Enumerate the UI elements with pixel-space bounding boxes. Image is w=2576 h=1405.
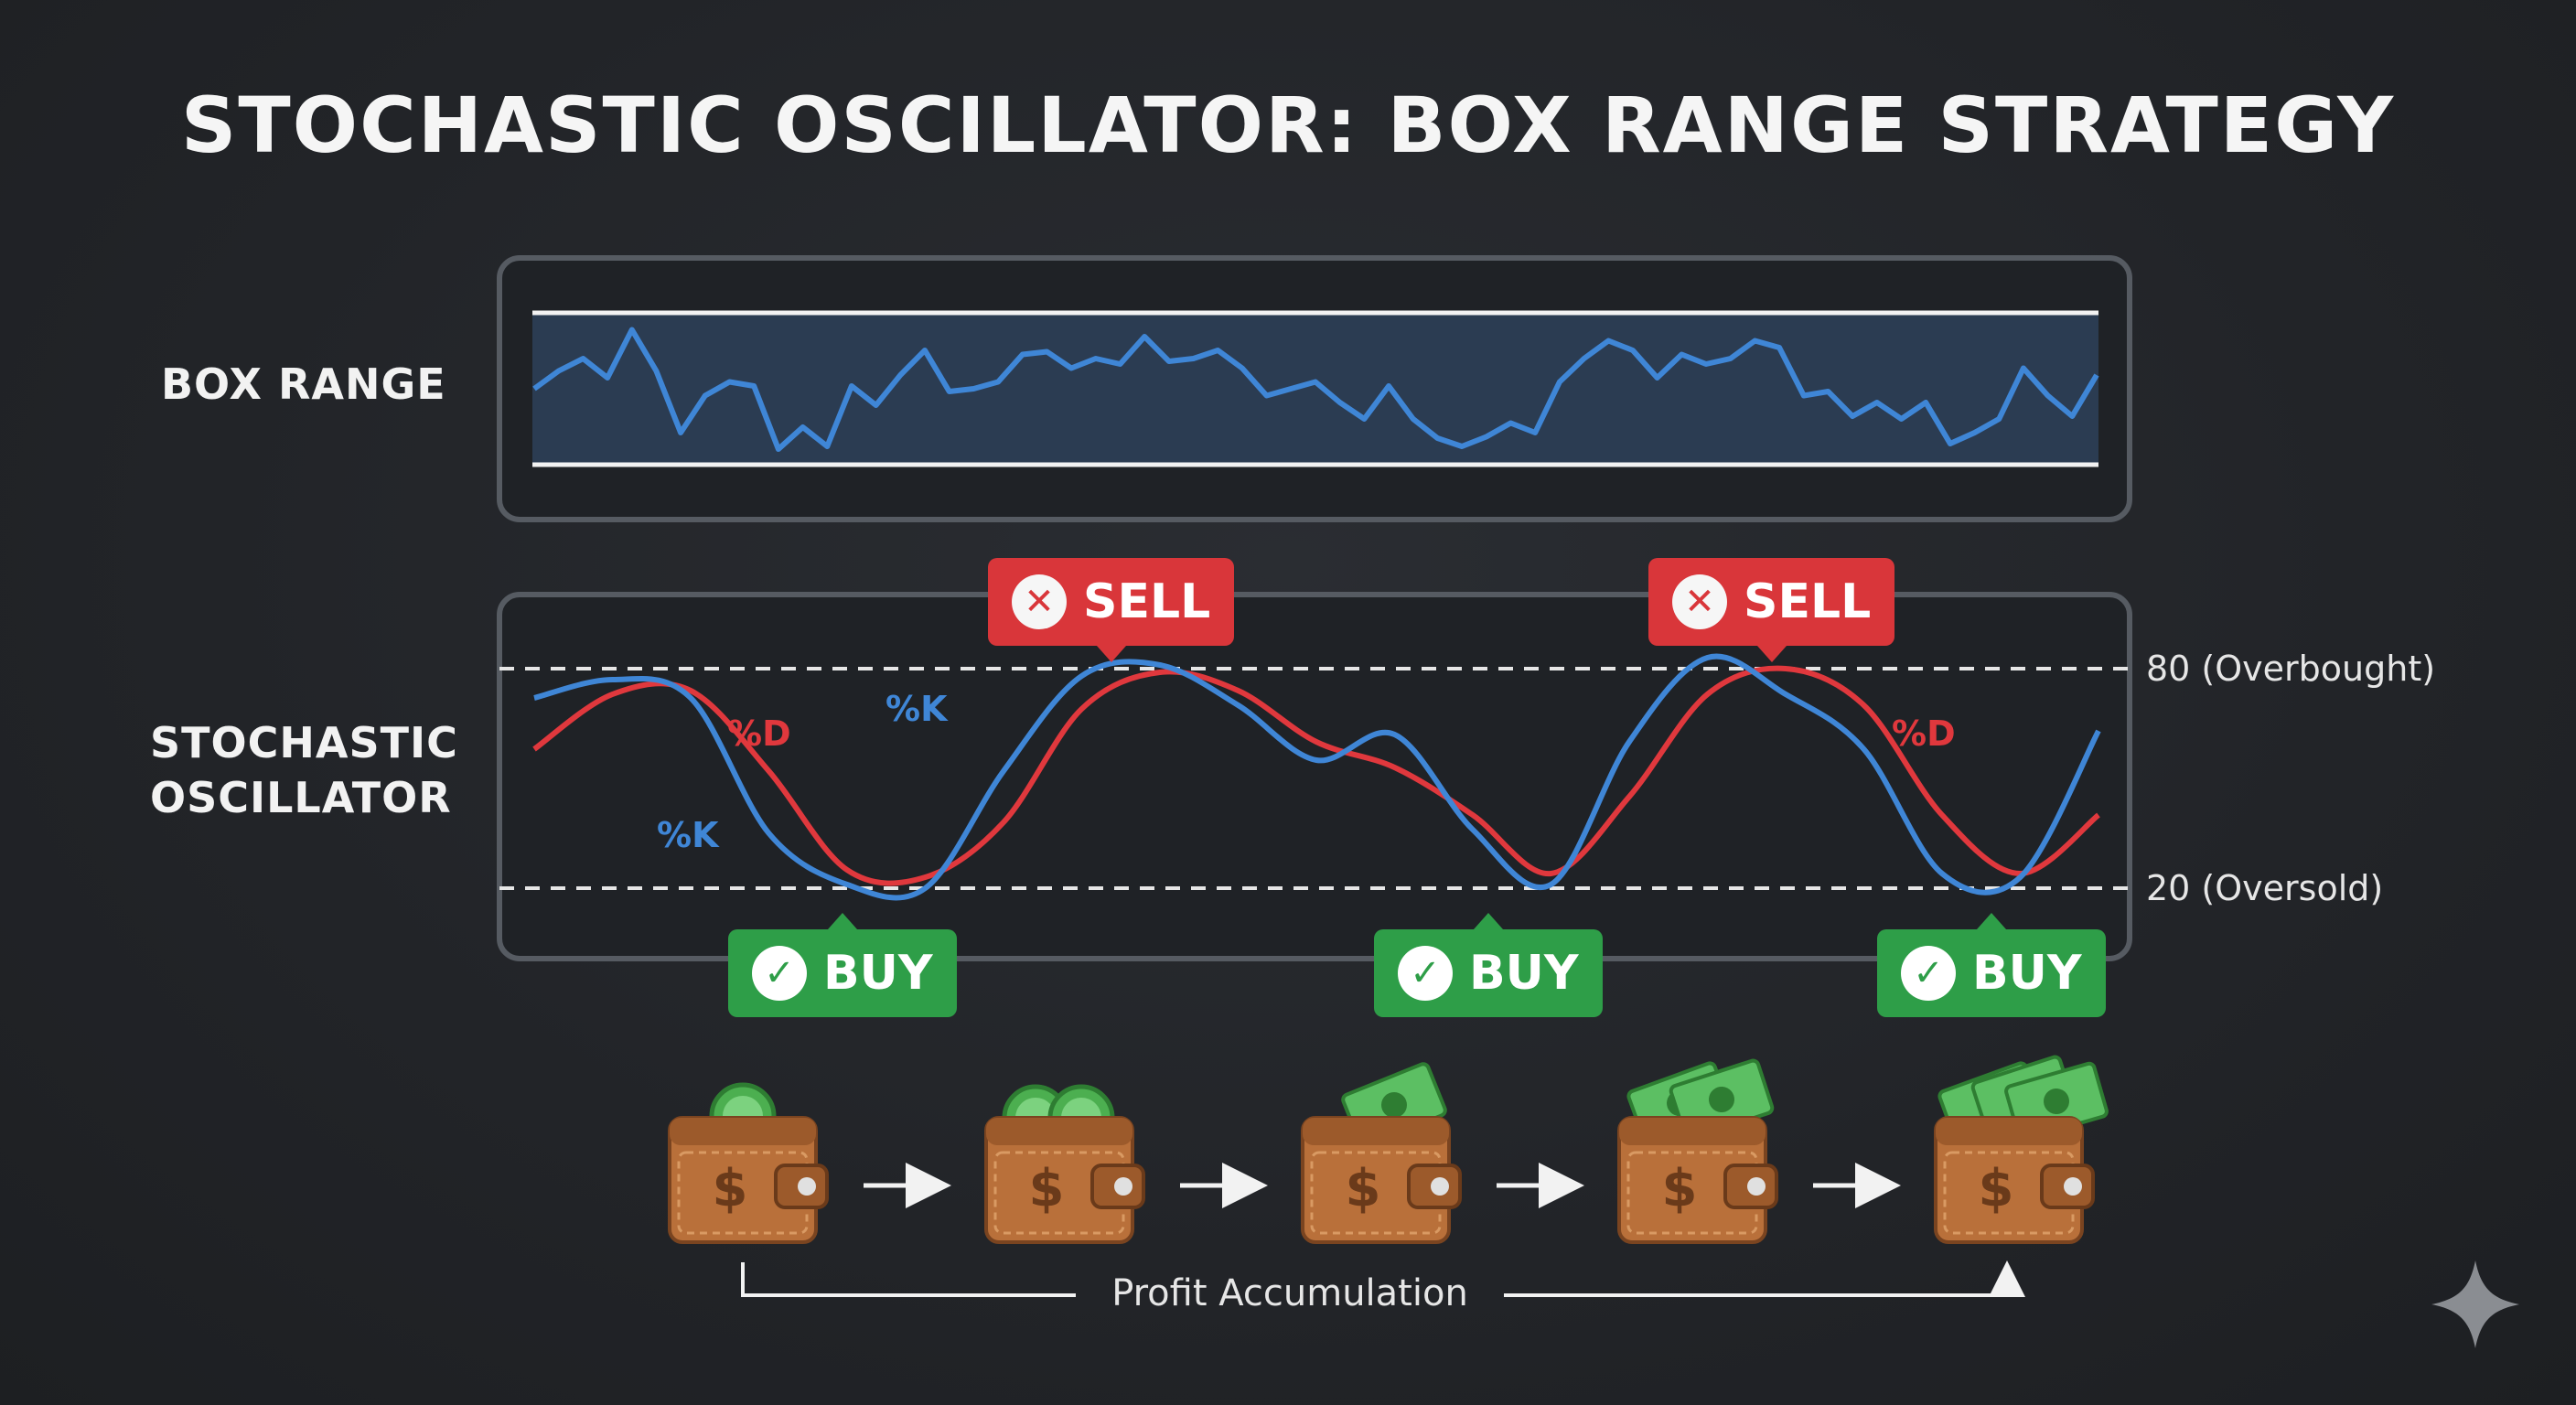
buy-signal-label-1: BUY bbox=[823, 946, 933, 1001]
page-title: STOCHASTIC OSCILLATOR: BOX RANGE STRATEG… bbox=[180, 80, 2396, 170]
wallet-button bbox=[1747, 1177, 1766, 1196]
oversold-level-label: 20 (Oversold) bbox=[2146, 868, 2384, 908]
dollar-sign-icon: $ bbox=[713, 1159, 748, 1218]
wallet-stage-2: $ bbox=[984, 1084, 1145, 1244]
banknote-seal bbox=[1709, 1087, 1734, 1112]
wallet-button bbox=[1114, 1177, 1132, 1196]
buy-signal-badge-3: ✓ BUY bbox=[1877, 913, 2106, 1017]
wallet-button bbox=[1431, 1177, 1449, 1196]
wallet-stage-1: $ bbox=[668, 1082, 829, 1244]
sell-signal-badge-1: ✕ SELL bbox=[988, 558, 1235, 662]
dollar-sign-icon: $ bbox=[1029, 1159, 1065, 1218]
oscillator-label-line1: STOCHASTIC bbox=[150, 718, 458, 767]
flow-connector-right bbox=[1504, 1260, 2025, 1297]
wallet-button bbox=[2064, 1177, 2082, 1196]
price-series-line bbox=[532, 327, 2099, 452]
buy-signal-badge-2: ✓ BUY bbox=[1374, 913, 1603, 1017]
dollar-sign-icon: $ bbox=[1662, 1159, 1698, 1218]
dollar-sign-icon: $ bbox=[1979, 1159, 2014, 1218]
check-icon: ✓ bbox=[752, 946, 807, 1001]
check-icon: ✓ bbox=[1901, 946, 1956, 1001]
k-series-line bbox=[533, 653, 2101, 901]
wallet-top-edge bbox=[670, 1118, 816, 1145]
banknote-seal bbox=[1381, 1092, 1407, 1118]
d-label-2: %D bbox=[1892, 713, 1956, 754]
sparkle-icon bbox=[2431, 1260, 2519, 1348]
sell-signal-badge-2: ✕ SELL bbox=[1648, 558, 1895, 662]
buy-signal-label-2: BUY bbox=[1469, 946, 1579, 1001]
wallet-stage-4: $ bbox=[1617, 1058, 1778, 1244]
box-range-label: BOX RANGE bbox=[161, 357, 446, 412]
oscillator-label-line2: OSCILLATOR bbox=[150, 773, 452, 822]
sell-signal-label-2: SELL bbox=[1744, 574, 1872, 629]
banknote-seal bbox=[2044, 1089, 2069, 1114]
check-icon: ✓ bbox=[1398, 946, 1453, 1001]
d-series-line bbox=[532, 665, 2100, 886]
x-icon: ✕ bbox=[1672, 574, 1727, 629]
box-range-band bbox=[532, 313, 2098, 465]
box-range-label-text: BOX RANGE bbox=[161, 359, 446, 409]
x-icon: ✕ bbox=[1012, 574, 1067, 629]
stochastic-oscillator-label: STOCHASTIC OSCILLATOR bbox=[150, 715, 458, 825]
wallet-top-edge bbox=[1936, 1118, 2082, 1145]
k-label-1: %K bbox=[886, 689, 949, 729]
flow-connector-left bbox=[741, 1262, 1076, 1297]
d-label-1: %D bbox=[727, 713, 791, 754]
buy-signal-badge-1: ✓ BUY bbox=[728, 913, 957, 1017]
wallet-row: $ $ $ $ $ bbox=[668, 1055, 2109, 1244]
dollar-sign-icon: $ bbox=[1346, 1159, 1381, 1218]
sell-signal-label-1: SELL bbox=[1083, 574, 1211, 629]
profit-accumulation-label: Profit Accumulation bbox=[1111, 1272, 1468, 1314]
wallet-button bbox=[798, 1177, 816, 1196]
wallet-top-edge bbox=[1619, 1118, 1766, 1145]
wallet-top-edge bbox=[986, 1118, 1132, 1145]
wallet-top-edge bbox=[1303, 1118, 1449, 1145]
buy-signal-label-3: BUY bbox=[1972, 946, 2082, 1001]
overbought-level-label: 80 (Overbought) bbox=[2146, 649, 2436, 689]
k-label-2: %K bbox=[657, 815, 720, 855]
wallet-stage-5: $ bbox=[1934, 1055, 2109, 1244]
wallet-stage-3: $ bbox=[1301, 1062, 1462, 1244]
